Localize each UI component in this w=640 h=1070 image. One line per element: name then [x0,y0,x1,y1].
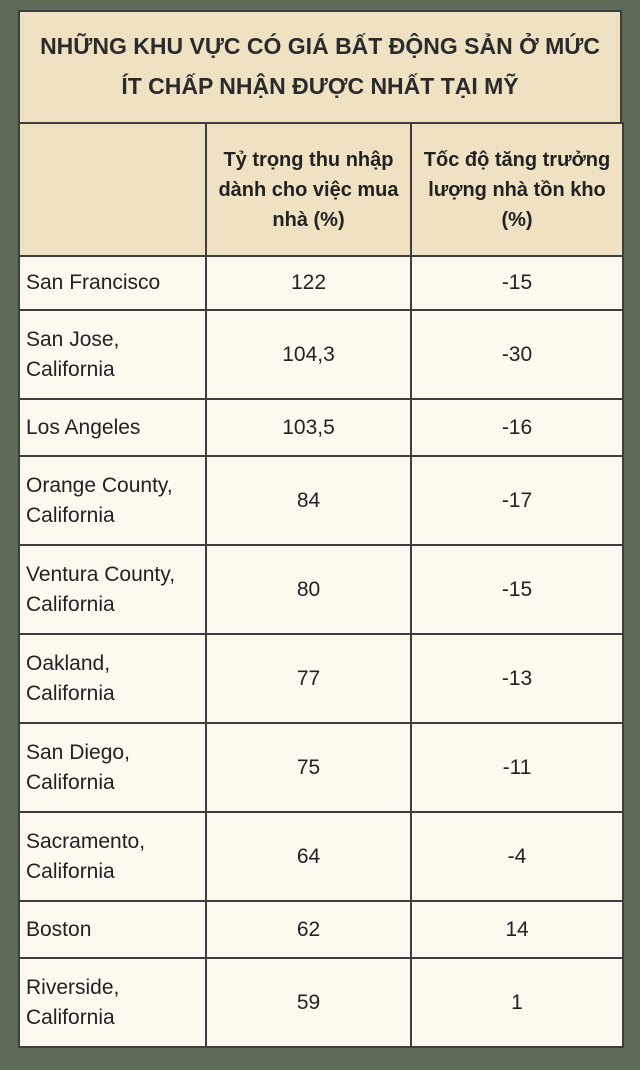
value-cell: 64 [205,811,412,902]
header-row: Tỷ trọng thu nhập dành cho việc mua nhà … [18,122,624,257]
area-cell: Sacramento, California [18,811,207,902]
value-cell: -17 [410,455,624,546]
header-cell: Tỷ trọng thu nhập dành cho việc mua nhà … [205,122,412,257]
value-cell: 103,5 [205,398,412,457]
value-cell: -15 [410,544,624,635]
value-cell: 1 [410,957,624,1048]
value-cell: -11 [410,722,624,813]
value-cell: 62 [205,900,412,959]
table-row: San Diego, California 75 -11 [18,722,624,813]
title: NHỮNG KHU VỰC CÓ GIÁ BẤT ĐỘNG SẢN Ở MỨC … [18,10,622,122]
area-cell: Ventura County, California [18,544,207,635]
table-row: Riverside, California 59 1 [18,957,624,1048]
area-cell: San Jose, California [18,309,207,400]
value-cell: 59 [205,957,412,1048]
area-cell: San Diego, California [18,722,207,813]
header-cell: Tốc độ tăng trưởng lượng nhà tồn kho (%) [410,122,624,257]
area-cell: Riverside, California [18,957,207,1048]
table-row: Orange County, California 84 -17 [18,455,624,546]
value-cell: 80 [205,544,412,635]
value-cell: -15 [410,255,624,311]
area-cell: San Francisco [18,255,207,311]
value-cell: 75 [205,722,412,813]
area-cell: Oakland, California [18,633,207,724]
value-cell: -16 [410,398,624,457]
table-row: Boston 62 14 [18,900,624,959]
table-body: San Francisco 122 -15 San Jose, California 1… [18,255,624,1048]
value-cell: -13 [410,633,624,724]
table-row: San Jose, California 104,3 -30 [18,309,624,400]
area-cell: Boston [18,900,207,959]
value-cell: 104,3 [205,309,412,400]
table: Tỷ trọng thu nhập dành cho việc mua nhà … [18,122,624,1048]
value-cell: -30 [410,309,624,400]
area-cell: Orange County, California [18,455,207,546]
value-cell: 122 [205,255,412,311]
table-row: Ventura County, California 80 -15 [18,544,624,635]
value-cell: 14 [410,900,624,959]
area-cell: Los Angeles [18,398,207,457]
value-cell: 77 [205,633,412,724]
value-cell: -4 [410,811,624,902]
header-cell [18,122,207,257]
table-row: Oakland, California 77 -13 [18,633,624,724]
table-row: San Francisco 122 -15 [18,255,624,311]
value-cell: 84 [205,455,412,546]
table-row: Los Angeles 103,5 -16 [18,398,624,457]
table-row: Sacramento, California 64 -4 [18,811,624,902]
infographic: NHỮNG KHU VỰC CÓ GIÁ BẤT ĐỘNG SẢN Ở MỨC … [18,10,624,1048]
